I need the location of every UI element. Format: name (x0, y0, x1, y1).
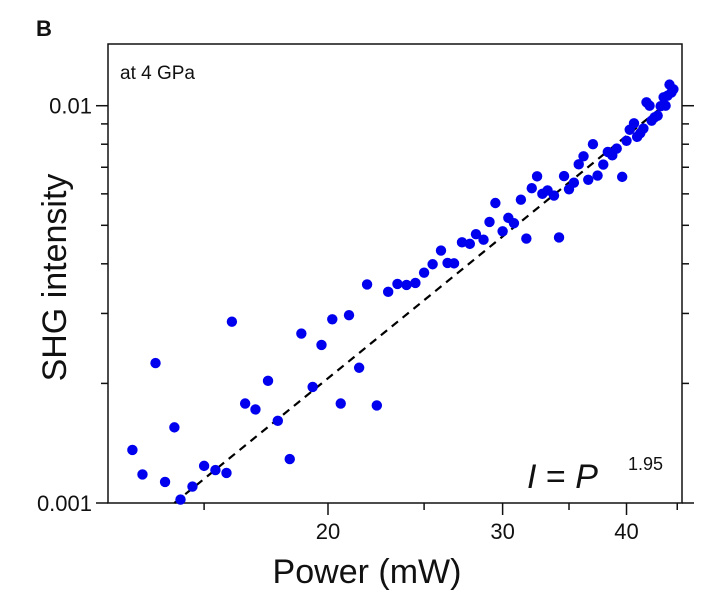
equation-lhs: I (527, 458, 537, 496)
power-law-fit-line (173, 104, 665, 504)
data-point (137, 469, 148, 480)
plot-frame (107, 43, 683, 504)
plot-area (96, 43, 694, 515)
data-point (150, 357, 161, 369)
data-point (272, 415, 284, 427)
data-point (508, 218, 520, 229)
data-point (616, 171, 628, 183)
data-points (127, 79, 679, 505)
data-point (587, 139, 599, 150)
data-point (592, 170, 603, 181)
data-point (660, 100, 671, 111)
data-point (478, 234, 489, 245)
data-point (401, 279, 412, 291)
data-point (382, 286, 394, 298)
data-point (490, 197, 501, 209)
data-point (611, 143, 622, 154)
y-axis-title: SHG intensity (36, 174, 74, 382)
data-point (226, 316, 238, 327)
data-point (296, 328, 307, 339)
data-point (250, 404, 261, 415)
data-point (578, 151, 589, 162)
data-point (221, 467, 232, 479)
y-tick-label: 0.001 (37, 491, 92, 516)
data-point (198, 460, 210, 472)
data-point (361, 279, 373, 290)
x-tick-label: 40 (614, 519, 638, 544)
x-tick-label: 30 (490, 519, 514, 544)
data-point (435, 245, 447, 256)
data-point (262, 375, 274, 387)
data-point (410, 277, 421, 289)
data-point (652, 110, 663, 121)
data-point (187, 481, 198, 492)
data-point (284, 453, 295, 465)
data-point (327, 314, 338, 325)
data-point (521, 233, 532, 244)
data-point (239, 398, 251, 409)
data-point (628, 118, 640, 129)
data-point (668, 84, 679, 95)
data-point (526, 182, 537, 194)
equation-base: P (575, 458, 598, 496)
data-point (448, 258, 460, 269)
data-point (583, 174, 594, 185)
data-point (531, 171, 543, 182)
data-point (548, 190, 560, 201)
data-point (418, 267, 430, 278)
panel-label: B (36, 16, 52, 41)
fit-equation: I = P (527, 458, 598, 496)
data-point (568, 177, 580, 188)
data-point (210, 464, 221, 476)
data-point (371, 400, 383, 411)
data-point (392, 278, 403, 290)
y-tick-label: 0.01 (49, 94, 92, 119)
data-point (175, 494, 186, 505)
data-point (343, 309, 355, 321)
x-axis-title: Power (mW) (273, 553, 462, 591)
data-point (484, 216, 495, 228)
data-point (464, 238, 476, 250)
data-point (316, 339, 327, 351)
data-point (470, 228, 482, 240)
axis-ticks (96, 104, 694, 515)
data-point (558, 170, 570, 182)
data-point (644, 100, 655, 111)
data-point (598, 159, 609, 170)
x-tick-label: 20 (316, 519, 340, 544)
pressure-annotation: at 4 GPa (120, 63, 195, 84)
fit-line-layer (173, 104, 665, 504)
data-point (307, 381, 318, 393)
data-point (353, 362, 365, 373)
data-point (573, 159, 584, 170)
data-point (169, 422, 180, 433)
data-point (497, 226, 508, 237)
data-point (638, 123, 649, 134)
data-point (159, 476, 171, 488)
data-point (553, 232, 565, 243)
data-point (335, 398, 346, 409)
data-point (515, 194, 527, 205)
equation-equals: = (536, 458, 575, 496)
data-point (427, 259, 438, 270)
data-point (127, 444, 138, 456)
data-point (621, 135, 632, 146)
data-point (456, 237, 468, 248)
equation-exponent: 1.95 (628, 454, 663, 474)
